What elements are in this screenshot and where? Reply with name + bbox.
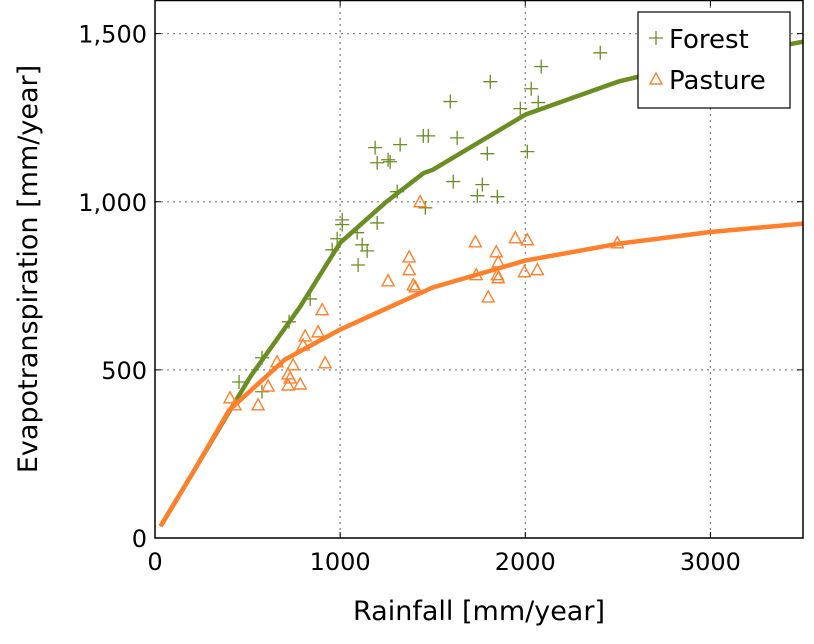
forest-point <box>393 137 408 152</box>
pasture-point <box>315 302 330 316</box>
pasture-point <box>250 397 266 411</box>
y-tick-label: 1,500 <box>78 21 147 49</box>
pasture-point <box>310 324 326 338</box>
forest-point <box>470 188 485 203</box>
data-points <box>222 45 625 411</box>
forest-point <box>390 184 405 199</box>
forest-point <box>370 215 385 230</box>
x-tick-label: 1000 <box>310 548 371 576</box>
pasture-point <box>285 357 301 371</box>
pasture-point <box>402 249 417 263</box>
pasture-point <box>491 254 506 268</box>
forest-point <box>534 59 549 74</box>
forest-point <box>351 257 366 272</box>
plot-frame <box>154 0 804 539</box>
forest-point <box>255 384 270 399</box>
forest-legend-marker <box>649 31 663 45</box>
forest-point <box>325 242 340 257</box>
pasture-point <box>292 376 308 390</box>
x-axis-label: Rainfall [mm/year] <box>353 596 605 627</box>
forest-point <box>520 144 535 159</box>
pasture-point <box>317 355 333 369</box>
forest-point <box>418 200 433 215</box>
pasture-point <box>297 328 313 342</box>
forest-point <box>255 350 270 365</box>
x-tick-label: 2000 <box>495 548 556 576</box>
pasture-point <box>508 230 523 244</box>
fit-lines <box>158 39 804 528</box>
y-tick-label: 0 <box>132 525 147 553</box>
pasture-point <box>260 378 276 392</box>
forest-point <box>381 152 396 167</box>
forest-point <box>303 291 318 306</box>
x-tick-label: 0 <box>147 548 162 576</box>
legend: Forest Pasture <box>637 11 791 109</box>
forest-point <box>490 189 505 204</box>
pasture-point <box>227 397 243 411</box>
pasture-point <box>222 390 238 404</box>
pasture-fit-line <box>158 221 804 528</box>
forest-point <box>368 140 383 155</box>
forest-point <box>350 225 365 240</box>
pasture-point <box>295 337 311 351</box>
pasture-point <box>407 279 423 293</box>
forest-point <box>421 128 436 143</box>
pasture-point <box>412 194 428 208</box>
forest-point <box>531 95 546 110</box>
pasture-legend-label: Pasture <box>669 66 766 96</box>
forest-point <box>383 154 398 169</box>
forest-point <box>480 146 495 161</box>
forest-point <box>513 101 528 116</box>
forest-point <box>483 74 498 89</box>
pasture-point <box>517 264 532 278</box>
y-tick-label: 500 <box>101 357 147 385</box>
forest-point <box>370 155 385 170</box>
y-axis-label: Evapotranspiration [mm/year] <box>13 65 44 473</box>
forest-legend-label: Forest <box>669 25 749 55</box>
pasture-point <box>530 262 545 276</box>
forest-point <box>450 130 465 145</box>
forest-point <box>524 81 539 96</box>
pasture-point <box>520 232 535 246</box>
pasture-point <box>468 234 483 248</box>
pasture-legend-marker <box>648 71 664 85</box>
forest-point <box>593 45 608 60</box>
forest-point <box>443 94 458 109</box>
forest-fit-line <box>158 39 804 528</box>
pasture-point <box>481 289 496 303</box>
pasture-point <box>491 270 506 284</box>
forest-point <box>446 174 461 189</box>
pasture-point <box>280 377 296 391</box>
y-tick-label: 1,000 <box>78 189 147 217</box>
ticks: 0 1000 2000 3000 0 500 1,000 1,500 <box>78 0 803 576</box>
pasture-point <box>269 354 285 368</box>
forest-point <box>335 217 350 232</box>
forest-point <box>475 177 490 192</box>
pasture-point <box>610 235 625 249</box>
forest-point <box>282 314 297 329</box>
forest-point <box>232 374 247 389</box>
pasture-point <box>489 244 504 258</box>
pasture-point <box>402 262 417 276</box>
pasture-point <box>380 273 396 287</box>
forest-point <box>330 231 345 246</box>
forest-point <box>360 243 375 258</box>
pasture-point <box>469 267 484 281</box>
x-tick-label: 3000 <box>680 548 741 576</box>
